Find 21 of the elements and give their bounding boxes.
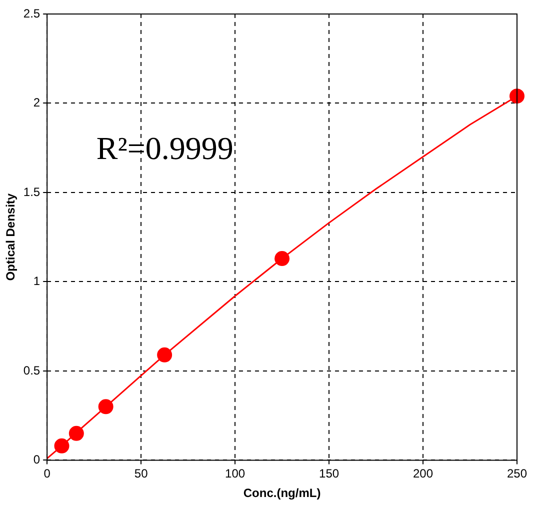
x-tick-label: 200 bbox=[413, 466, 434, 481]
x-tick-label: 50 bbox=[134, 466, 148, 481]
annotation: R²=0.9999 bbox=[96, 130, 234, 166]
y-tick-label: 1.5 bbox=[23, 184, 40, 199]
point bbox=[510, 88, 524, 104]
x-axis-title: Conc.(ng/mL) bbox=[243, 486, 321, 500]
y-axis-title: Optical Density bbox=[4, 193, 18, 281]
y-tick-label: 2 bbox=[33, 96, 40, 110]
x-tick-label: 0 bbox=[44, 466, 51, 481]
point bbox=[274, 251, 290, 266]
point bbox=[98, 399, 114, 414]
x-tick-label: 250 bbox=[506, 466, 528, 481]
point bbox=[54, 438, 70, 454]
y-tick-label: 2.5 bbox=[23, 6, 40, 20]
y-tick-label: 0.5 bbox=[23, 363, 40, 378]
x-tick-label: 150 bbox=[319, 466, 340, 481]
y-tick-label: 0 bbox=[33, 452, 40, 467]
y-tick-label: 1 bbox=[33, 274, 40, 288]
point bbox=[68, 426, 84, 441]
x-tick-label: 100 bbox=[225, 466, 246, 481]
point bbox=[157, 347, 172, 362]
